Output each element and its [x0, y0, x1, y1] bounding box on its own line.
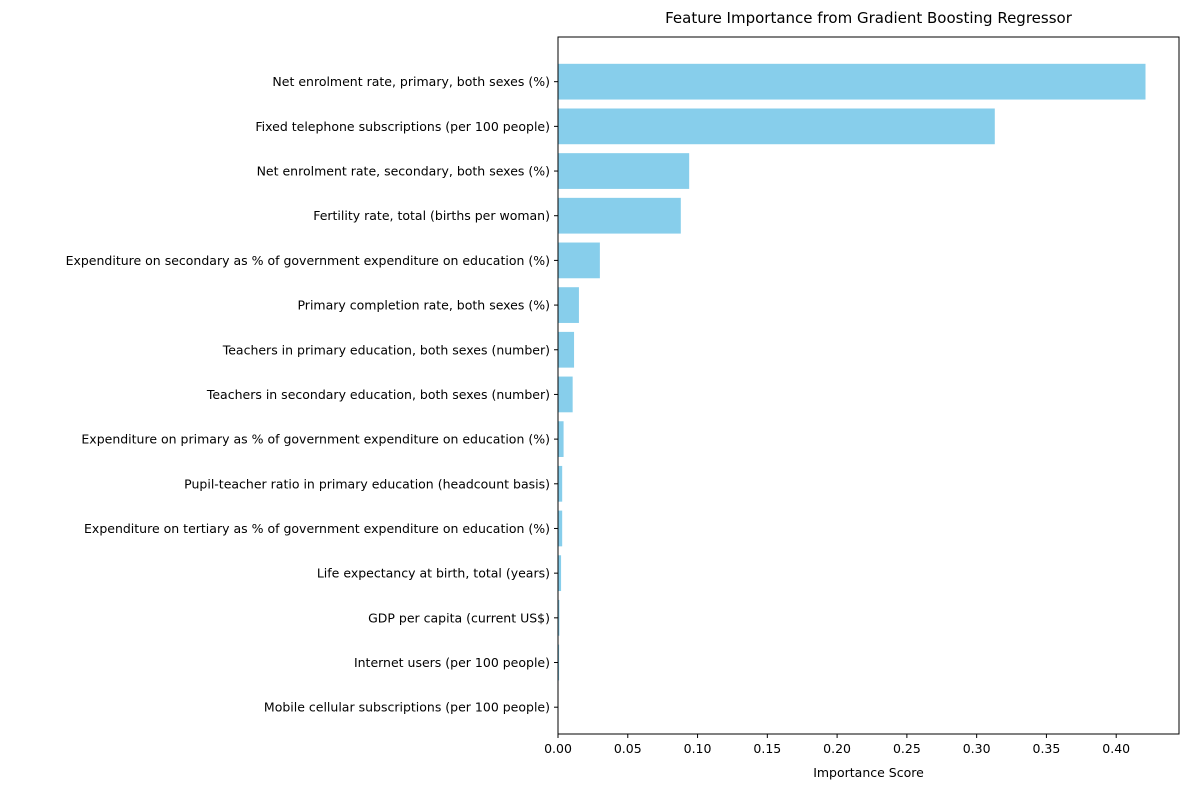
x-axis-label: Importance Score	[813, 765, 924, 780]
y-tick-label: Expenditure on tertiary as % of governme…	[84, 521, 550, 536]
bar	[558, 555, 562, 592]
x-tick-label: 0.20	[823, 741, 851, 756]
bar	[558, 421, 564, 457]
x-tick-label: 0.00	[544, 741, 572, 756]
bar	[558, 510, 563, 547]
bar	[558, 242, 600, 279]
bar	[558, 331, 575, 368]
x-tick-label: 0.15	[753, 741, 781, 756]
x-tick-label: 0.40	[1102, 741, 1130, 756]
bar	[558, 197, 681, 234]
chart-title: Feature Importance from Gradient Boostin…	[665, 9, 1073, 27]
bar	[558, 465, 563, 502]
axes-frame	[557, 36, 1180, 735]
y-tick-label: Internet users (per 100 people)	[354, 655, 550, 670]
bar	[558, 644, 560, 681]
y-tick-label: Primary completion rate, both sexes (%)	[297, 298, 550, 313]
bar	[558, 287, 579, 323]
y-tick-label: Net enrolment rate, primary, both sexes …	[272, 74, 550, 89]
bar	[558, 108, 995, 145]
y-tick-label: Net enrolment rate, secondary, both sexe…	[257, 164, 550, 179]
plot-frame	[557, 36, 1180, 735]
y-tick-label: Teachers in secondary education, both se…	[206, 387, 550, 402]
y-tick-label: Expenditure on secondary as % of governm…	[66, 253, 550, 268]
y-tick-label: Fertility rate, total (births per woman)	[313, 208, 550, 223]
bar	[558, 599, 560, 636]
bars-layer	[558, 63, 1146, 726]
x-tick-label: 0.35	[1033, 741, 1061, 756]
y-tick-label: Life expectancy at birth, total (years)	[317, 566, 550, 581]
x-tick-label: 0.30	[963, 741, 991, 756]
y-tick-label: Fixed telephone subscriptions (per 100 p…	[255, 119, 550, 134]
bar	[558, 63, 1146, 100]
bar	[558, 376, 573, 413]
y-tick-label: Mobile cellular subscriptions (per 100 p…	[264, 700, 550, 715]
x-tick-label: 0.05	[614, 741, 642, 756]
bar	[558, 153, 690, 189]
y-axis: Net enrolment rate, primary, both sexes …	[66, 74, 558, 715]
x-tick-label: 0.25	[893, 741, 921, 756]
y-tick-label: GDP per capita (current US$)	[368, 610, 550, 625]
y-tick-label: Teachers in primary education, both sexe…	[222, 342, 550, 357]
x-axis: 0.00 0.05 0.10 0.15 0.20 0.25 0.30 0.35 0.40	[544, 734, 1130, 756]
y-tick-label: Pupil-teacher ratio in primary education…	[184, 476, 550, 491]
y-tick-label: Expenditure on primary as % of governmen…	[81, 432, 550, 447]
x-tick-label: 0.10	[684, 741, 712, 756]
